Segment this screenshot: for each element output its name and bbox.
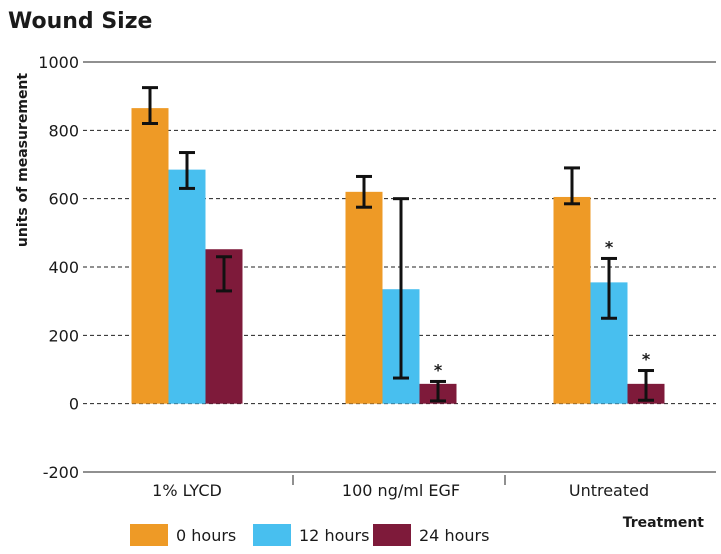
category-label: 1% LYCD — [152, 481, 222, 500]
y-tick-labels: 1000 800 600 400 200 0 -200 — [38, 53, 79, 482]
legend-swatch — [373, 524, 411, 546]
bar — [168, 169, 206, 404]
legend-item: 0 hours — [130, 524, 236, 546]
y-tick-label: 600 — [48, 190, 79, 209]
legend-swatch — [130, 524, 168, 546]
category-label: 100 ng/ml EGF — [342, 481, 460, 500]
y-tick-label: 200 — [48, 326, 79, 345]
legend-label: 12 hours — [299, 526, 369, 545]
y-tick-label: 1000 — [38, 53, 79, 72]
legend: 0 hours 12 hours 24 hours — [130, 524, 489, 546]
bars — [131, 108, 665, 404]
bar — [345, 191, 383, 404]
y-tick-label: 0 — [69, 395, 79, 414]
category-label: Untreated — [569, 481, 649, 500]
legend-item: 24 hours — [373, 524, 489, 546]
x-axis-label: Treatment — [623, 515, 705, 531]
x-axis: 1% LYCD 100 ng/ml EGF Untreated — [152, 475, 649, 500]
significance-star: * — [642, 350, 651, 369]
significance-star: * — [605, 237, 614, 256]
y-axis-label: units of measurement — [15, 73, 31, 247]
y-tick-label: 400 — [48, 258, 79, 277]
y-tick-label: 800 — [48, 121, 79, 140]
legend-item: 12 hours — [253, 524, 369, 546]
significance-markers: * * * — [434, 237, 651, 379]
bar — [553, 196, 591, 404]
chart-title: Wound Size — [8, 9, 152, 34]
legend-label: 24 hours — [419, 526, 489, 545]
y-tick-label: -200 — [43, 463, 79, 482]
significance-star: * — [434, 360, 443, 379]
bar — [131, 108, 169, 404]
error-bars — [142, 86, 654, 403]
legend-label: 0 hours — [176, 526, 236, 545]
legend-swatch — [253, 524, 291, 546]
